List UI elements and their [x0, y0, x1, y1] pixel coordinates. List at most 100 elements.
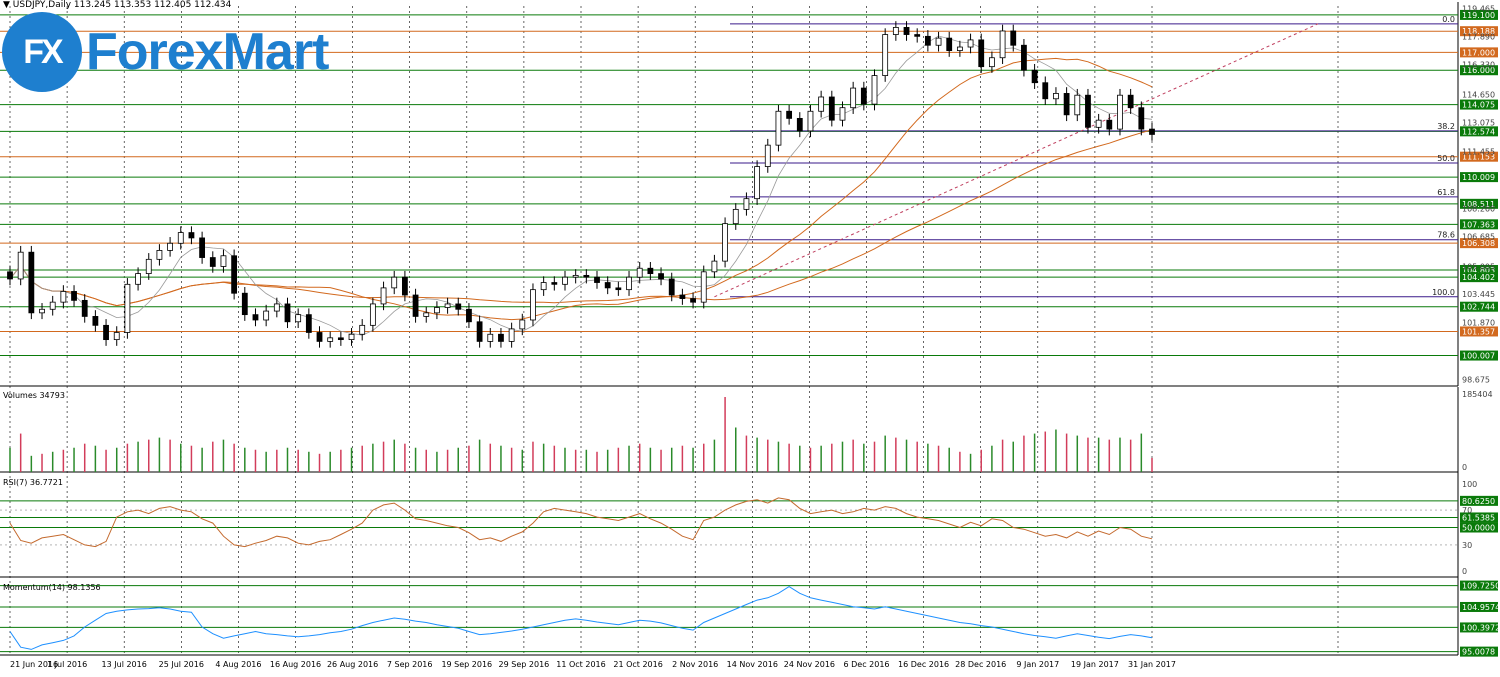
candle-body	[209, 257, 216, 267]
candle-body	[295, 314, 302, 323]
dropdown-arrow-icon[interactable]: ▼	[3, 0, 10, 10]
price-level-label: 101.357	[1462, 327, 1495, 336]
candle-body	[337, 337, 344, 341]
logo-text: ForexMart	[86, 23, 329, 81]
price-level-label: 116.000	[1462, 66, 1495, 75]
price-axis-tick: 116.330	[1462, 60, 1495, 69]
candle-body	[1106, 119, 1113, 130]
x-tick-label: 19 Jan 2017	[1071, 660, 1119, 669]
forexmart-logo: FX ForexMart	[2, 12, 329, 92]
candle-body	[1127, 94, 1134, 109]
candle-body	[1063, 93, 1070, 116]
rsi-level-tag	[1460, 512, 1498, 523]
price-level-tag	[1460, 350, 1498, 361]
candle-body	[508, 328, 515, 342]
candle-body	[241, 292, 248, 316]
price-level-label: 110.009	[1462, 173, 1495, 182]
price-level-label: 118.188	[1462, 27, 1495, 36]
trend-line	[714, 23, 1319, 298]
candle-body	[220, 255, 227, 267]
candle-body	[1138, 107, 1145, 130]
price-level-tag	[1460, 151, 1498, 162]
x-tick-label: 29 Sep 2016	[499, 660, 550, 669]
candle-body	[380, 287, 387, 305]
candle-body	[1021, 44, 1027, 71]
price-level-tag	[1460, 198, 1498, 209]
candle-body	[562, 276, 568, 285]
candle-body	[594, 276, 600, 283]
price-axis-tick: 119.465	[1462, 4, 1495, 13]
candle-body	[167, 242, 173, 251]
x-tick-label: 11 Oct 2016	[556, 660, 605, 669]
candle-body	[145, 258, 152, 275]
price-level-tag	[1460, 219, 1498, 230]
candle-body	[946, 37, 953, 52]
rsi-level-tag	[1460, 522, 1498, 533]
candle-body	[113, 332, 120, 341]
fibonacci-label: 78.6	[1437, 231, 1455, 240]
candle-body	[455, 303, 462, 310]
x-tick-label: 14 Nov 2016	[727, 660, 778, 669]
candle-body	[935, 37, 942, 46]
x-tick-label: 16 Aug 2016	[270, 660, 321, 669]
candle-body	[92, 316, 99, 326]
candle-body	[636, 267, 643, 278]
rsi-axis-tick: 30	[1462, 541, 1472, 550]
candle-body	[1074, 94, 1081, 116]
candle-body	[252, 314, 259, 321]
x-tick-label: 24 Nov 2016	[784, 660, 835, 669]
candle-body	[903, 27, 910, 35]
candle-body	[369, 303, 376, 326]
candle-body	[786, 110, 793, 119]
candle-body	[156, 250, 163, 260]
candle-body	[1095, 119, 1102, 128]
volume-axis-tick: 185404	[1462, 390, 1493, 399]
candle-body	[871, 75, 878, 105]
price-level-tag	[1460, 326, 1498, 337]
fibonacci-label: 0.0	[1442, 15, 1455, 24]
price-axis-tick: 117.890	[1462, 33, 1495, 42]
candle-body	[828, 96, 835, 121]
volume-axis-tick: 0	[1462, 463, 1467, 472]
candle-body	[124, 283, 131, 333]
candle-body	[498, 333, 504, 342]
candle-body	[466, 308, 472, 323]
candle-body	[604, 282, 611, 289]
momentum-title: Momentum(14) 98.1356	[3, 583, 101, 592]
candle-body	[17, 251, 24, 280]
candle-body	[860, 87, 867, 105]
candle-body	[1053, 93, 1059, 100]
price-level-tag	[1460, 126, 1498, 137]
candle-body	[1149, 128, 1155, 135]
momentum-level-tag	[1460, 622, 1498, 633]
candle-body	[177, 232, 184, 244]
fibonacci-label: 50.0	[1437, 154, 1455, 163]
candle-body	[882, 34, 889, 76]
rsi-level-label: 61.5385	[1462, 513, 1495, 522]
x-tick-label: 2 Nov 2016	[672, 660, 718, 669]
rsi-level-tag	[1460, 495, 1498, 506]
candle-body	[839, 107, 846, 121]
rsi-line	[9, 497, 1153, 548]
candle-body	[796, 117, 803, 132]
candle-body	[679, 294, 686, 299]
ohlc-values: 113.245 113.353 112.405 112.434	[73, 0, 232, 10]
candle-body	[647, 267, 654, 275]
price-level-tag	[1460, 272, 1498, 283]
price-level-tag	[1460, 9, 1498, 20]
price-axis-tick: 114.650	[1462, 90, 1495, 99]
price-level-label: 119.100	[1462, 11, 1495, 20]
x-tick-label: 7 Sep 2016	[387, 660, 433, 669]
candle-body	[39, 308, 45, 314]
candle-body	[348, 333, 355, 341]
momentum-level-label: 95.0078	[1462, 648, 1495, 657]
price-axis-tick: 105.005	[1462, 262, 1495, 271]
price-level-label: 117.000	[1462, 48, 1495, 57]
candle-body	[401, 276, 408, 296]
momentum-level-label: 104.9574	[1462, 603, 1500, 612]
x-tick-label: 31 Jan 2017	[1128, 660, 1176, 669]
x-tick-label: 25 Jul 2016	[159, 660, 204, 669]
candle-body	[818, 96, 825, 112]
fibonacci-label: 100.0	[1432, 288, 1455, 297]
